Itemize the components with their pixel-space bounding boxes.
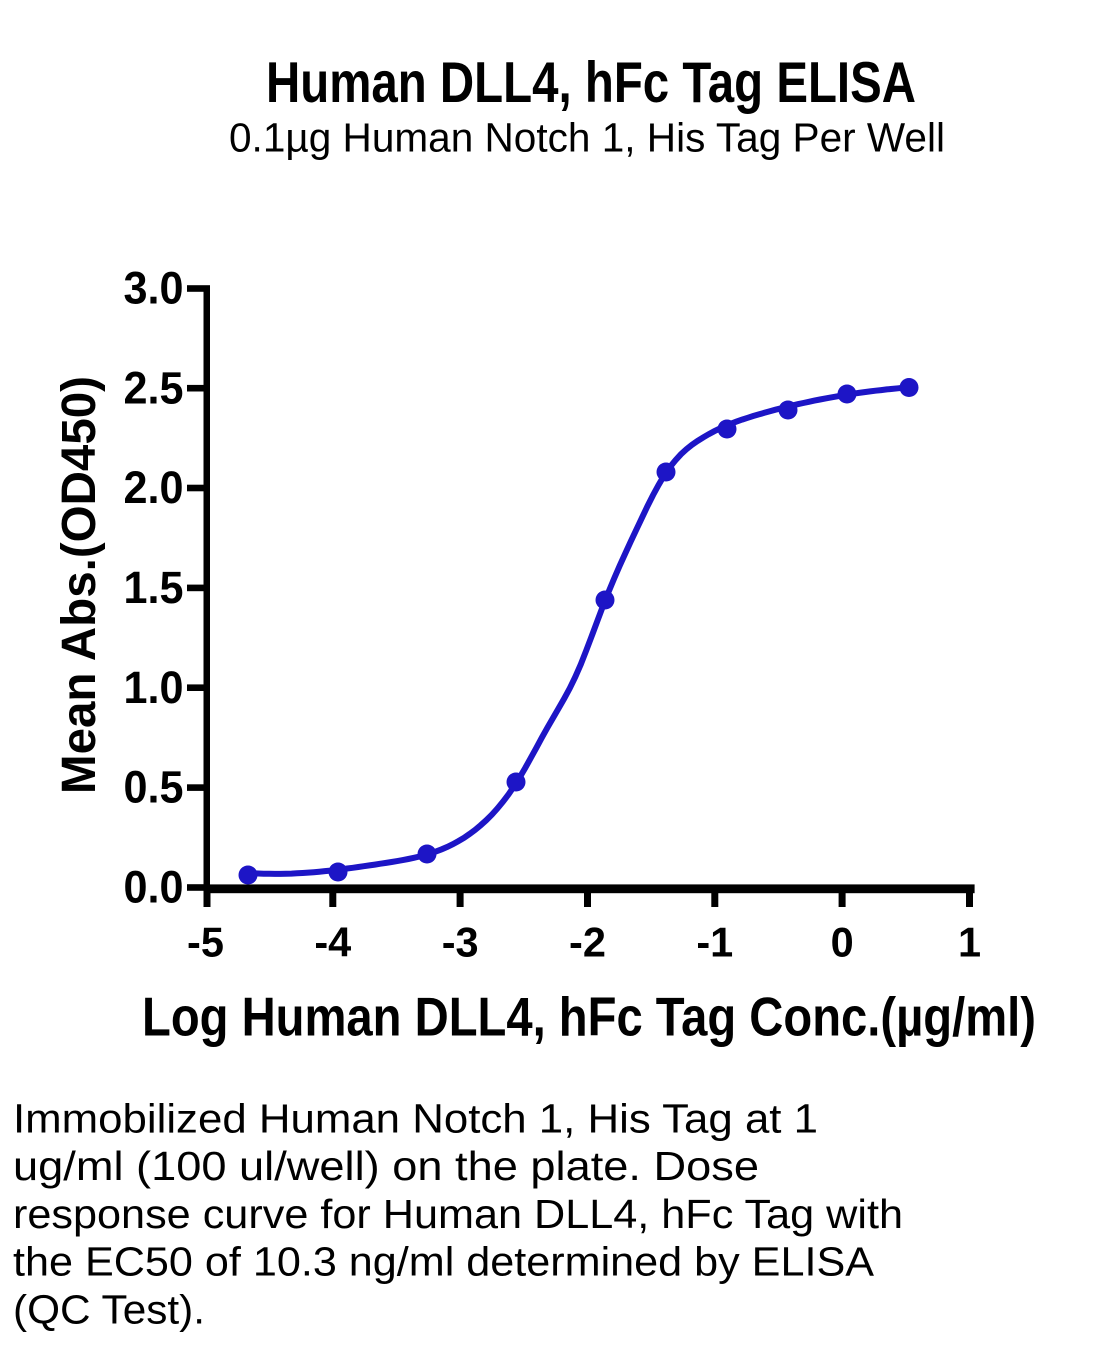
svg-text:1.0: 1.0 xyxy=(124,662,184,713)
svg-text:response curve for Human DLL4,: response curve for Human DLL4, hFc Tag w… xyxy=(13,1191,903,1237)
svg-text:Immobilized Human Notch 1, His: Immobilized Human Notch 1, His Tag at 1 xyxy=(13,1095,818,1141)
svg-text:0: 0 xyxy=(831,919,854,966)
svg-text:2.5: 2.5 xyxy=(124,362,184,413)
svg-text:ug/ml (100 ul/well) on the pla: ug/ml (100 ul/well) on the plate. Dose xyxy=(13,1143,759,1189)
svg-text:-3: -3 xyxy=(442,919,479,966)
svg-text:0.5: 0.5 xyxy=(124,762,184,813)
svg-text:the EC50 of 10.3 ng/ml determi: the EC50 of 10.3 ng/ml determined by ELI… xyxy=(13,1239,875,1285)
svg-text:Log Human DLL4, hFc Tag Conc.(: Log Human DLL4, hFc Tag Conc.(µg/ml) xyxy=(142,986,1036,1048)
svg-text:1.5: 1.5 xyxy=(124,562,184,613)
svg-text:-4: -4 xyxy=(314,919,351,966)
svg-text:(QC Test).: (QC Test). xyxy=(13,1286,205,1332)
svg-text:Human DLL4, hFc Tag ELISA: Human DLL4, hFc Tag ELISA xyxy=(266,51,916,115)
svg-text:-2: -2 xyxy=(569,919,606,966)
svg-text:-5: -5 xyxy=(187,919,224,966)
svg-text:0.1µg Human Notch 1, His Tag P: 0.1µg Human Notch 1, His Tag Per Well xyxy=(229,115,945,161)
svg-text:Mean Abs.(OD450): Mean Abs.(OD450) xyxy=(53,376,106,794)
svg-text:1: 1 xyxy=(958,919,981,966)
svg-text:0.0: 0.0 xyxy=(124,862,184,913)
svg-text:2.0: 2.0 xyxy=(124,462,184,513)
svg-text:3.0: 3.0 xyxy=(124,263,184,314)
svg-text:-1: -1 xyxy=(696,919,733,966)
